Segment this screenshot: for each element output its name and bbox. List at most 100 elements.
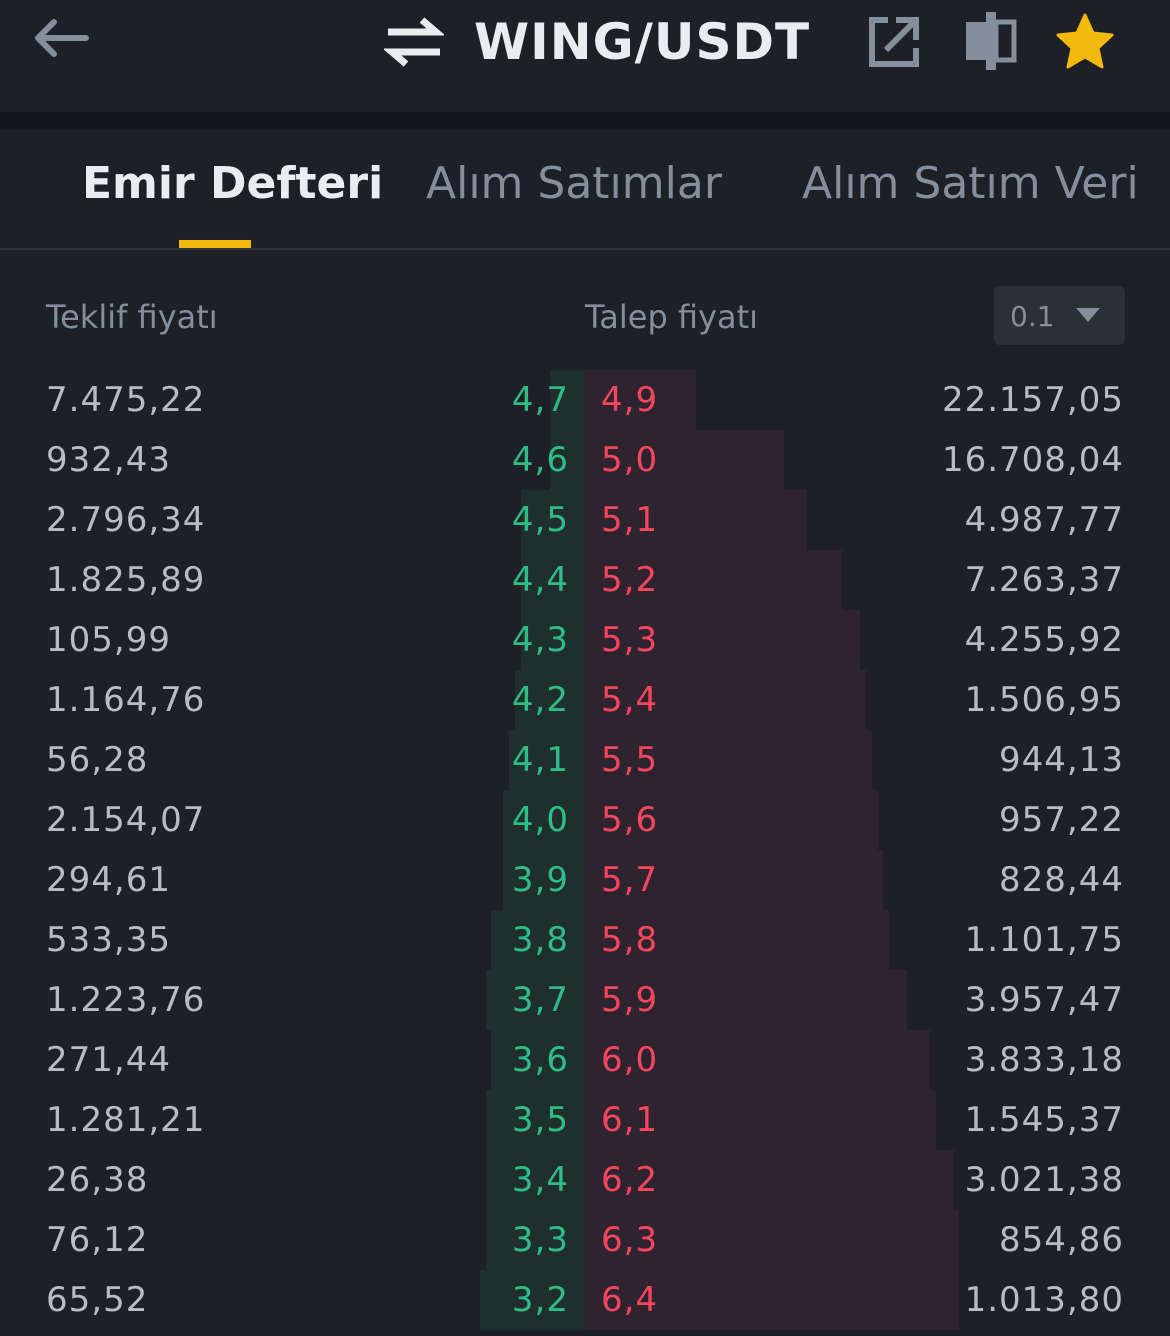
ask-price: 6,0 (601, 1040, 659, 1080)
orderbook-row[interactable]: 105,99 4,3 5,3 4.255,92 (0, 610, 1170, 670)
orderbook-row[interactable]: 932,43 4,6 5,0 16.708,04 (0, 430, 1170, 490)
orderbook-row[interactable]: 2.154,07 4,0 5,6 957,22 (0, 790, 1170, 850)
ask-price: 5,6 (601, 800, 659, 840)
ask-price: 6,1 (601, 1100, 659, 1140)
ask-price: 5,9 (601, 980, 659, 1020)
ask-quantity: 3.833,18 (964, 1040, 1124, 1080)
top-bar: WING/USDT (0, 0, 1170, 112)
active-tab-indicator (179, 240, 251, 248)
ask-price: 6,4 (601, 1280, 659, 1320)
bid-depth-bar (521, 550, 585, 610)
bid-price: 3,9 (511, 860, 569, 900)
star-icon[interactable] (1054, 12, 1116, 72)
bid-depth-bar (480, 1270, 585, 1330)
orderbook-row[interactable]: 76,12 3,3 6,3 854,86 (0, 1210, 1170, 1270)
ask-quantity: 7.263,37 (964, 560, 1124, 600)
ask-price: 5,8 (601, 920, 659, 960)
ask-depth-bar (585, 1210, 959, 1270)
bid-price: 4,6 (511, 440, 569, 480)
bid-price: 3,4 (511, 1160, 569, 1200)
bid-price: 4,5 (511, 500, 569, 540)
bid-depth-bar (509, 730, 585, 790)
orderbook-row[interactable]: 1.825,89 4,4 5,2 7.263,37 (0, 550, 1170, 610)
precision-value: 0.1 (1010, 300, 1055, 333)
bid-quantity: 76,12 (46, 1220, 149, 1260)
ask-depth-bar (585, 790, 878, 850)
ask-quantity: 16.708,04 (941, 440, 1124, 480)
orderbook-row[interactable]: 1.164,76 4,2 5,4 1.506,95 (0, 670, 1170, 730)
ask-price: 4,9 (601, 380, 659, 420)
bid-price: 3,2 (511, 1280, 569, 1320)
bid-price: 4,0 (511, 800, 569, 840)
ask-depth-bar (585, 1150, 954, 1210)
precision-dropdown[interactable]: 0.1 (994, 286, 1125, 345)
bid-depth-bar (486, 1150, 585, 1210)
orderbook-row[interactable]: 533,35 3,8 5,8 1.101,75 (0, 910, 1170, 970)
orderbook-row[interactable]: 56,28 4,1 5,5 944,13 (0, 730, 1170, 790)
bid-quantity: 533,35 (46, 920, 171, 960)
pair-title[interactable]: WING/USDT (474, 13, 811, 71)
orderbook-row[interactable]: 65,52 3,2 6,4 1.013,80 (0, 1270, 1170, 1330)
bid-depth-bar (503, 790, 585, 850)
ask-depth-bar (585, 730, 872, 790)
ask-price: 5,2 (601, 560, 659, 600)
bid-depth-bar (486, 970, 585, 1030)
orderbook-row[interactable]: 26,38 3,4 6,2 3.021,38 (0, 1150, 1170, 1210)
bid-quantity: 271,44 (46, 1040, 171, 1080)
orderbook-row[interactable]: 294,61 3,9 5,7 828,44 (0, 850, 1170, 910)
ask-depth-bar (585, 970, 907, 1030)
bid-price: 3,5 (511, 1100, 569, 1140)
ask-depth-bar (585, 1030, 930, 1090)
tab-order-book[interactable]: Emir Defteri (82, 158, 384, 209)
bid-depth-bar (486, 1090, 585, 1150)
ask-quantity: 854,86 (999, 1220, 1124, 1260)
ask-price: 5,3 (601, 620, 659, 660)
bid-price: 3,7 (511, 980, 569, 1020)
ask-quantity: 4.255,92 (964, 620, 1124, 660)
ask-quantity: 944,13 (999, 740, 1124, 780)
bid-depth-bar (491, 1030, 585, 1090)
bid-price: 4,7 (511, 380, 569, 420)
bid-quantity: 294,61 (46, 860, 171, 900)
bid-depth-bar (550, 370, 585, 430)
orderbook-row[interactable]: 1.281,21 3,5 6,1 1.545,37 (0, 1090, 1170, 1150)
ask-price: 6,3 (601, 1220, 659, 1260)
ask-depth-bar (585, 850, 883, 910)
bid-quantity: 2.154,07 (46, 800, 206, 840)
orderbook-row[interactable]: 7.475,22 4,7 4,9 22.157,05 (0, 370, 1170, 430)
bid-quantity: 65,52 (46, 1280, 149, 1320)
orderbook-row[interactable]: 271,44 3,6 6,0 3.833,18 (0, 1030, 1170, 1090)
ask-quantity: 1.506,95 (964, 680, 1124, 720)
ask-depth-bar (585, 1090, 936, 1150)
bid-depth-bar (521, 610, 585, 670)
bid-quantity: 1.825,89 (46, 560, 206, 600)
bid-price: 4,1 (511, 740, 569, 780)
bid-quantity: 26,38 (46, 1160, 149, 1200)
orderbook-row[interactable]: 1.223,76 3,7 5,9 3.957,47 (0, 970, 1170, 1030)
ask-depth-bar (585, 1270, 959, 1330)
swap-icon[interactable] (384, 16, 444, 68)
ask-price: 5,0 (601, 440, 659, 480)
ask-price: 5,7 (601, 860, 659, 900)
caret-down-icon (1076, 308, 1100, 322)
ask-quantity: 22.157,05 (941, 380, 1124, 420)
bid-quantity: 1.223,76 (46, 980, 206, 1020)
separator (0, 112, 1170, 130)
ask-price: 6,2 (601, 1160, 659, 1200)
bid-quantity: 1.164,76 (46, 680, 206, 720)
ask-price: 5,1 (601, 500, 659, 540)
tab-trades[interactable]: Alım Satımlar (426, 158, 722, 209)
orderbook-row[interactable]: 2.796,34 4,5 5,1 4.987,77 (0, 490, 1170, 550)
ask-quantity: 957,22 (999, 800, 1124, 840)
ask-price: 5,5 (601, 740, 659, 780)
share-icon[interactable] (866, 14, 922, 70)
tab-trading-data[interactable]: Alım Satım Veri (802, 158, 1139, 209)
compare-icon[interactable] (962, 10, 1018, 72)
orderbook: 7.475,22 4,7 4,9 22.157,05 932,43 4,6 5,0 16.70… (0, 370, 1170, 1336)
bid-depth-bar (491, 910, 585, 970)
bid-depth-bar (503, 850, 585, 910)
ask-depth-bar (585, 550, 842, 610)
ask-price: 5,4 (601, 680, 659, 720)
back-arrow-icon[interactable] (30, 16, 92, 60)
orderbook-header: Teklif fiyatı Talep fiyatı 0.1 (0, 280, 1170, 350)
